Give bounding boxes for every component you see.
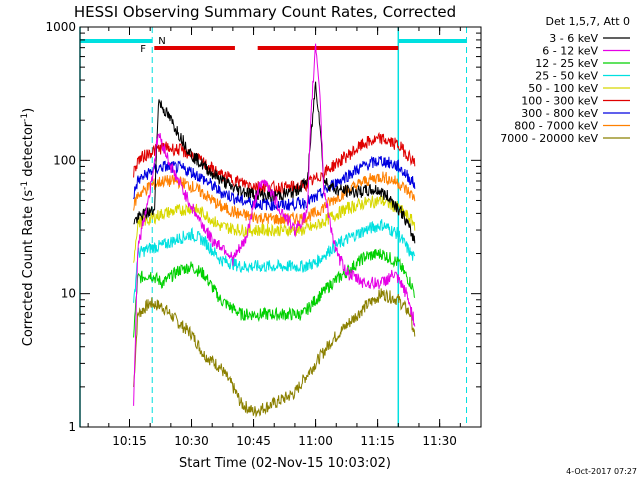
x-tick-label-4: 11:15 — [360, 434, 395, 448]
legend-label-6: 300 - 800 keV — [521, 107, 598, 120]
chart-title: HESSI Observing Summary Count Rates, Cor… — [74, 3, 456, 21]
y-tick-label-0: 1 — [68, 420, 76, 434]
series-line-8 — [133, 288, 416, 418]
legend-label-7: 800 - 7000 keV — [514, 120, 598, 133]
series-line-1 — [133, 43, 416, 406]
legend-label-4: 50 - 100 keV — [528, 82, 598, 95]
series-line-3 — [133, 219, 416, 303]
x-tick-label-3: 11:00 — [298, 434, 333, 448]
legend-label-5: 100 - 300 keV — [521, 95, 598, 108]
x-tick-label-2: 10:45 — [236, 434, 271, 448]
y-tick-label-2: 100 — [53, 153, 76, 167]
plot-frame — [79, 26, 482, 428]
y-tick-label-1: 10 — [61, 287, 76, 301]
y-axis-label-exp2: -1 — [20, 113, 30, 122]
series-line-7 — [133, 171, 416, 226]
timestamp: 4-Oct-2017 07:27 — [566, 467, 637, 476]
y-axis-label: Corrected Count Rate (s-1 detector-1) — [20, 108, 36, 346]
flare-label: F — [140, 44, 146, 55]
legend-header: Det 1,5,7, Att 0 — [546, 15, 630, 28]
x-tick-label-1: 10:30 — [174, 434, 209, 448]
y-axis-label-exp1: -1 — [20, 181, 30, 190]
series-line-5 — [133, 131, 416, 196]
x-tick-label-5: 11:30 — [422, 434, 457, 448]
x-tick-label-0: 10:15 — [112, 434, 147, 448]
y-tick-label-3: 1000 — [45, 20, 76, 34]
series-line-6 — [133, 155, 416, 212]
legend-label-8: 7000 - 20000 keV — [500, 132, 598, 145]
series-line-2 — [133, 248, 416, 338]
legend-label-2: 12 - 25 keV — [535, 57, 598, 70]
y-axis-label-text: Corrected Count Rate (s — [21, 190, 36, 347]
legend-label-0: 3 - 6 keV — [549, 32, 598, 45]
x-axis-label: Start Time (02-Nov-15 10:03:02) — [179, 456, 391, 471]
legend-label-3: 25 - 50 keV — [535, 70, 598, 83]
y-axis-label-mid: detector — [21, 121, 36, 181]
legend-label-1: 6 - 12 keV — [542, 45, 598, 58]
series-layer — [133, 43, 416, 418]
night-label: N — [158, 36, 165, 47]
axes: 10:15 10:30 10:45 11:00 11:15 11:30 1 10 100 1000 — [45, 20, 482, 448]
series-line-4 — [133, 195, 416, 263]
y-axis-label-end: ) — [21, 108, 36, 113]
